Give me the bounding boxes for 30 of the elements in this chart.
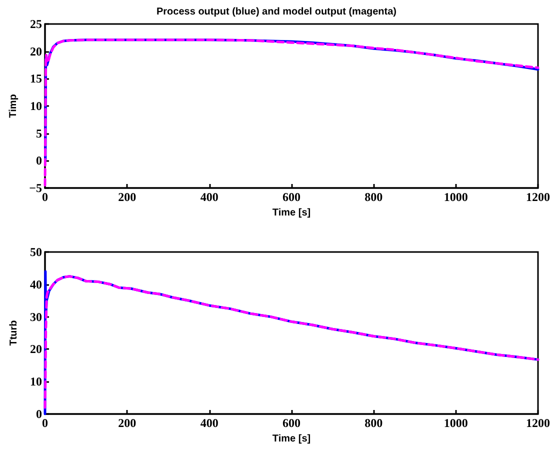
x-tick-label: 1200 <box>526 190 550 204</box>
y-tick-label: 20 <box>30 342 42 356</box>
y-tick-label: 25 <box>30 17 42 31</box>
x-tick-label: 600 <box>282 190 300 204</box>
y-tick-label: 10 <box>30 374 42 389</box>
x-tick-label: 200 <box>118 416 136 430</box>
x-tick-label: 1200 <box>526 416 550 430</box>
y-tick-label: −5 <box>29 181 42 195</box>
y-tick-label: 0 <box>36 407 42 421</box>
y-tick-label: 0 <box>36 154 42 168</box>
chart-title: Process output (blue) and model output (magenta) <box>156 6 396 18</box>
x-tick-label: 1000 <box>444 190 468 204</box>
y-tick-label: 20 <box>30 44 42 58</box>
x-axis-title: Time [s] <box>272 433 311 444</box>
x-tick-label: 400 <box>200 190 218 204</box>
x-tick-label: 600 <box>282 416 300 430</box>
y-tick-label: 40 <box>30 277 42 292</box>
x-tick-label: 800 <box>364 190 383 204</box>
y-tick-label: 5 <box>36 126 42 140</box>
x-axis-title: Time [s] <box>272 207 311 218</box>
y-axis-title: Timp <box>8 94 19 118</box>
x-tick-label: 400 <box>200 416 218 430</box>
x-tick-label: 200 <box>118 190 136 204</box>
y-tick-label: 30 <box>30 310 42 324</box>
y-tick-label: 15 <box>30 72 42 86</box>
y-tick-label: 10 <box>30 99 42 113</box>
y-axis-title: Tturb <box>8 320 20 346</box>
x-tick-label: 800 <box>364 416 383 430</box>
x-tick-label: 1000 <box>444 416 468 430</box>
y-tick-label: 50 <box>30 245 42 259</box>
